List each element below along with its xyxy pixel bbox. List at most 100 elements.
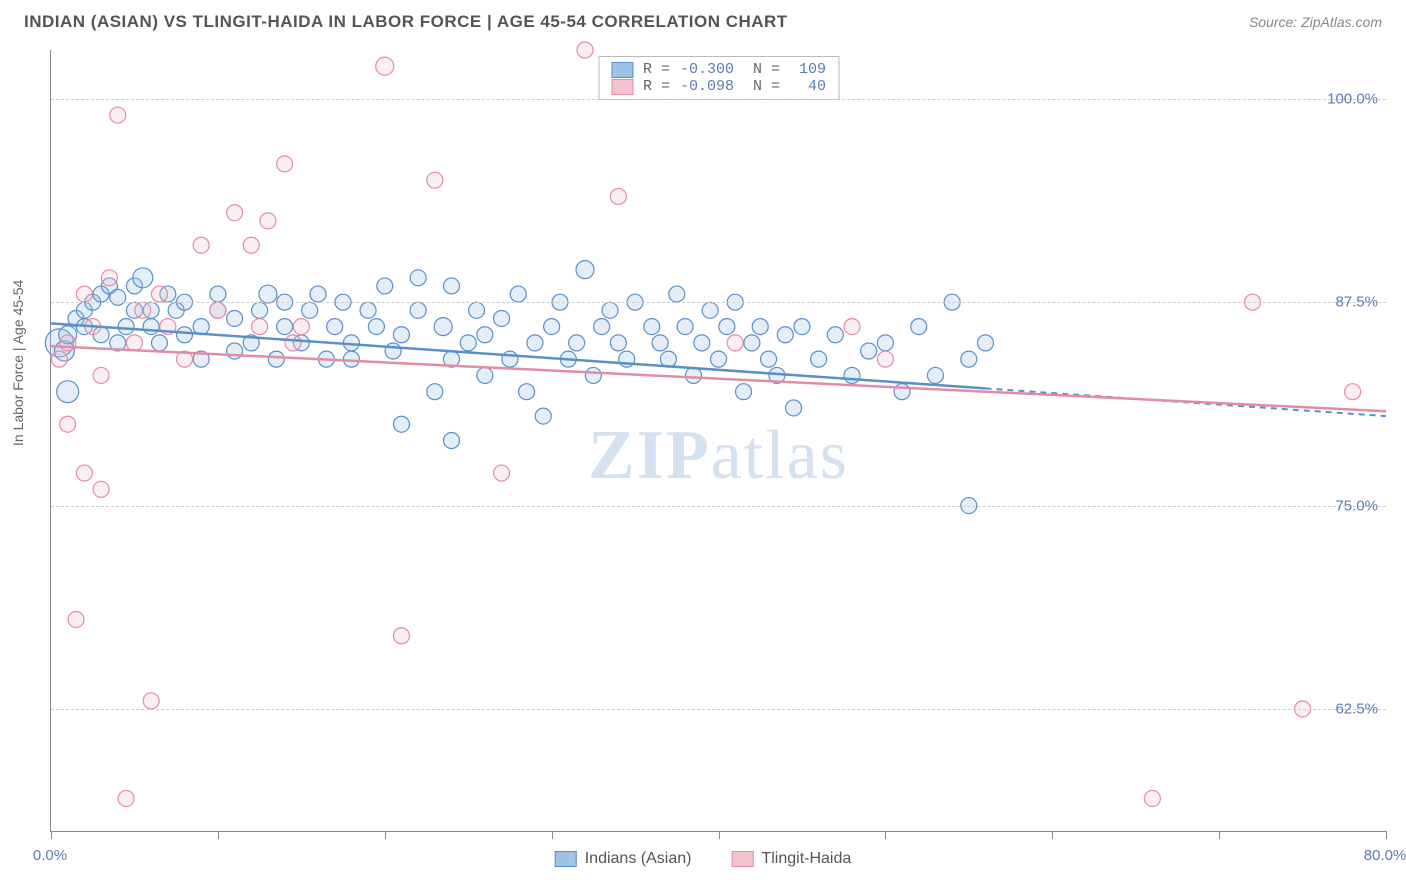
data-point xyxy=(143,319,159,335)
data-point xyxy=(227,205,243,221)
data-point xyxy=(577,42,593,58)
data-point xyxy=(602,302,618,318)
data-point xyxy=(510,286,526,302)
data-point xyxy=(393,327,409,343)
data-point xyxy=(126,335,142,351)
data-point xyxy=(376,57,394,75)
gridline xyxy=(51,99,1386,100)
scatter-chart: ZIPatlas R =-0.300 N =109R =-0.098 N =40 xyxy=(50,50,1386,832)
legend-n-value: 109 xyxy=(790,61,826,78)
x-tick xyxy=(1219,831,1220,839)
data-point xyxy=(544,319,560,335)
data-point xyxy=(268,351,284,367)
data-point xyxy=(368,319,384,335)
data-point xyxy=(410,302,426,318)
data-point xyxy=(610,335,626,351)
data-point xyxy=(293,319,309,335)
y-tick-label: 100.0% xyxy=(1327,90,1378,107)
data-point xyxy=(151,286,167,302)
data-point xyxy=(777,327,793,343)
legend-label: Indians (Asian) xyxy=(585,850,692,868)
data-point xyxy=(143,693,159,709)
data-point xyxy=(569,335,585,351)
data-point xyxy=(794,319,810,335)
x-tick xyxy=(885,831,886,839)
x-tick-label: 0.0% xyxy=(33,847,67,864)
legend-n-label: N = xyxy=(744,78,780,95)
data-point xyxy=(51,351,67,367)
legend-swatch xyxy=(611,62,633,78)
data-point xyxy=(911,319,927,335)
data-point xyxy=(427,384,443,400)
data-point xyxy=(861,343,877,359)
data-point xyxy=(978,335,994,351)
data-point xyxy=(469,302,485,318)
data-point xyxy=(252,302,268,318)
correlation-legend: R =-0.300 N =109R =-0.098 N =40 xyxy=(598,56,839,100)
gridline xyxy=(51,302,1386,303)
data-point xyxy=(844,319,860,335)
legend-stat-row: R =-0.098 N =40 xyxy=(611,78,826,95)
data-point xyxy=(494,310,510,326)
data-point xyxy=(133,268,153,288)
data-point xyxy=(434,318,452,336)
data-point xyxy=(502,351,518,367)
data-point xyxy=(711,351,727,367)
data-point xyxy=(744,335,760,351)
data-point xyxy=(76,465,92,481)
chart-header: INDIAN (ASIAN) VS TLINGIT-HAIDA IN LABOR… xyxy=(0,0,1406,40)
data-point xyxy=(310,286,326,302)
data-point xyxy=(210,302,226,318)
data-point xyxy=(685,367,701,383)
data-point xyxy=(761,351,777,367)
source-label: Source: ZipAtlas.com xyxy=(1249,14,1382,30)
x-tick xyxy=(385,831,386,839)
data-point xyxy=(210,286,226,302)
data-point xyxy=(260,213,276,229)
data-point xyxy=(1144,790,1160,806)
chart-title: INDIAN (ASIAN) VS TLINGIT-HAIDA IN LABOR… xyxy=(24,12,788,32)
data-point xyxy=(93,481,109,497)
plot-svg xyxy=(51,50,1386,831)
data-point xyxy=(360,302,376,318)
data-point xyxy=(227,343,243,359)
data-point xyxy=(694,335,710,351)
data-point xyxy=(227,310,243,326)
data-point xyxy=(460,335,476,351)
data-point xyxy=(927,367,943,383)
x-tick xyxy=(1386,831,1387,839)
data-point xyxy=(594,319,610,335)
data-point xyxy=(151,335,167,351)
data-point xyxy=(519,384,535,400)
data-point xyxy=(285,335,301,351)
legend-swatch xyxy=(555,851,577,867)
data-point xyxy=(243,237,259,253)
data-point xyxy=(177,327,193,343)
gridline xyxy=(51,709,1386,710)
data-point xyxy=(877,351,893,367)
data-point xyxy=(844,367,860,383)
data-point xyxy=(719,319,735,335)
data-point xyxy=(1345,384,1361,400)
data-point xyxy=(252,319,268,335)
legend-r-label: R = xyxy=(643,61,670,78)
data-point xyxy=(60,335,76,351)
data-point xyxy=(444,433,460,449)
data-point xyxy=(393,416,409,432)
data-point xyxy=(827,327,843,343)
legend-n-label: N = xyxy=(744,61,780,78)
data-point xyxy=(477,327,493,343)
data-point xyxy=(477,367,493,383)
data-point xyxy=(327,319,343,335)
data-point xyxy=(702,302,718,318)
data-point xyxy=(135,302,151,318)
data-point xyxy=(259,285,277,303)
data-point xyxy=(961,351,977,367)
data-point xyxy=(377,278,393,294)
y-tick-label: 75.0% xyxy=(1335,497,1378,514)
legend-r-label: R = xyxy=(643,78,670,95)
x-tick xyxy=(218,831,219,839)
data-point xyxy=(877,335,893,351)
legend-swatch xyxy=(731,851,753,867)
y-tick-label: 87.5% xyxy=(1335,294,1378,311)
